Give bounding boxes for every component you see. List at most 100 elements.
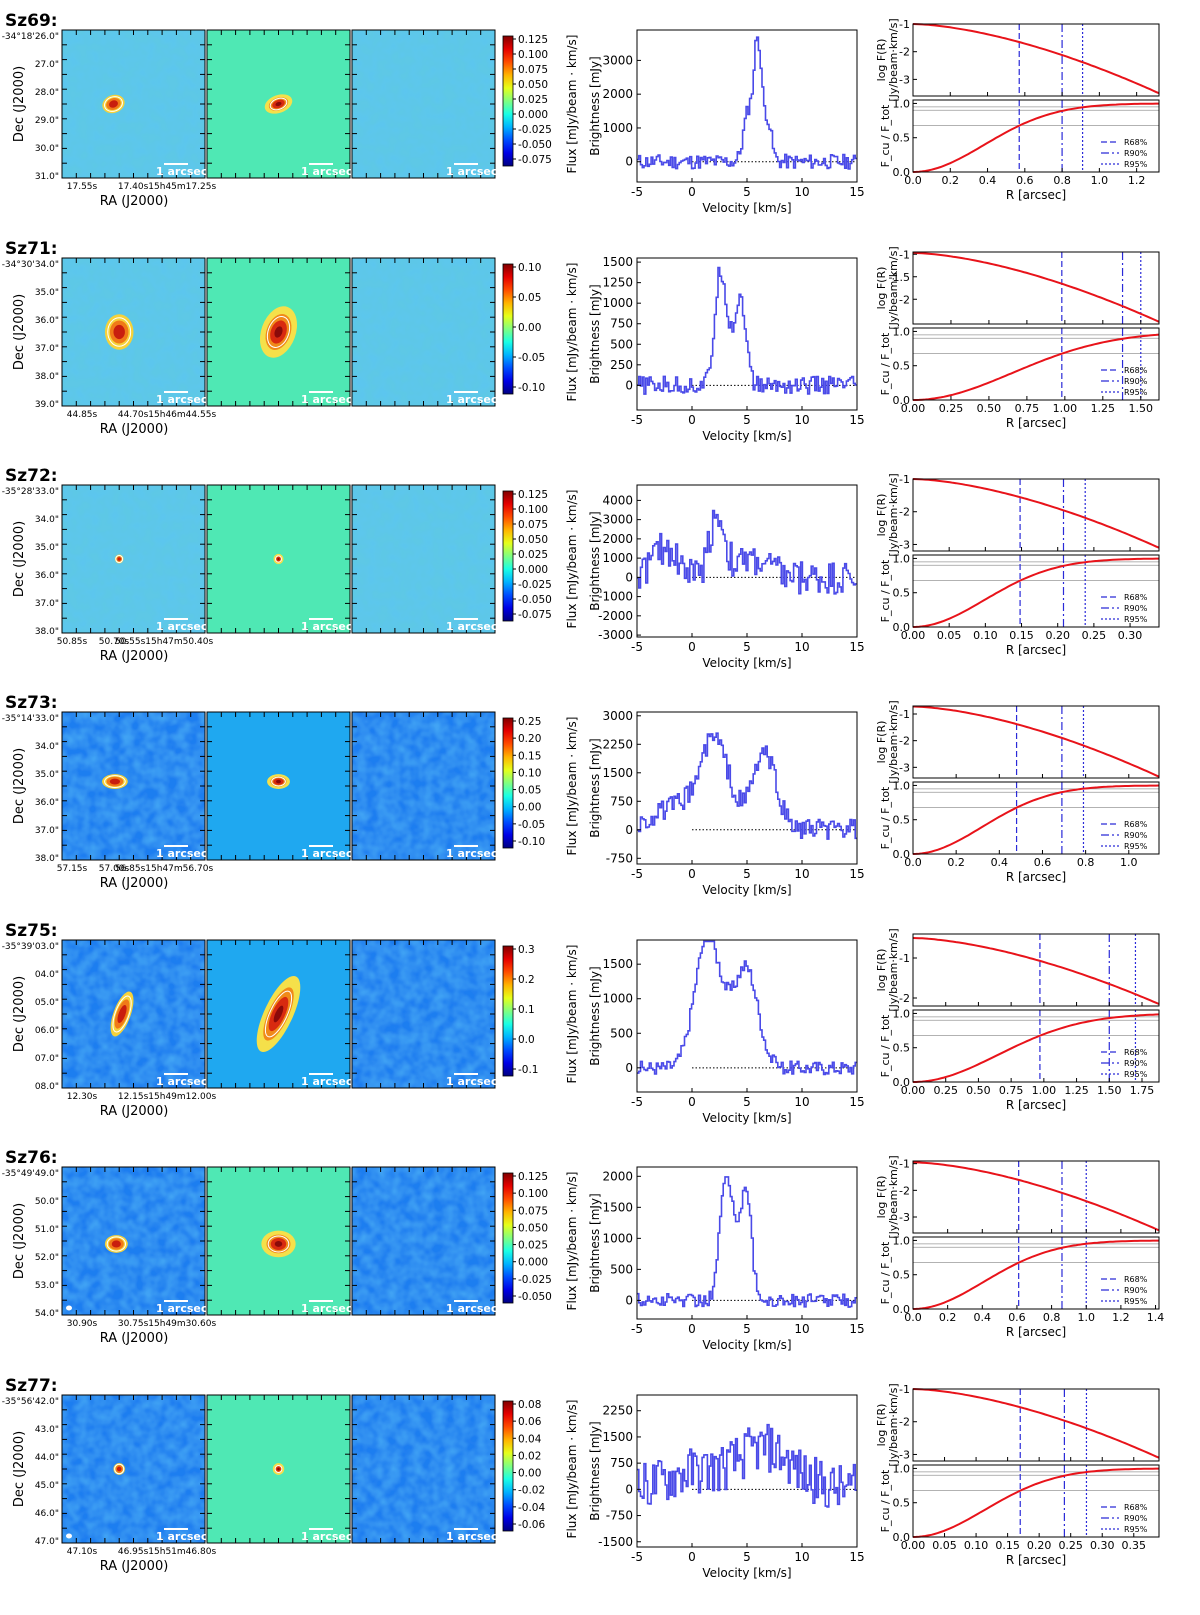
spectrum-y-tick-label: -1000 <box>598 590 633 604</box>
log-flux-unit-label: [Jy/beam·km/s] <box>887 1383 900 1466</box>
map-data: 1 arcsec <box>61 257 207 407</box>
scale-bar-label: 1 arcsec <box>446 165 497 178</box>
spectrum-y-tick-label: 1500 <box>602 766 633 780</box>
profile-x-tick-label: 1.0 <box>1077 1311 1095 1324</box>
dec-tick-label: -35°14'33.0" <box>2 714 59 724</box>
dec-axis-label: Dec (J2000) <box>12 66 27 142</box>
ra-axis-label: RA (J2000) <box>100 1559 169 1574</box>
spectrum-x-tick-label: 10 <box>794 1550 809 1564</box>
colorbar-label: Flux [mJy/beam · km/s] <box>565 35 579 174</box>
dec-tick-label: 38.0" <box>35 372 59 382</box>
profile-panel: -1 -2 -3 0.0 0.5 1.0 0.00 0.05 0.10 0.15 0.20 0.25 0… <box>875 1383 1160 1567</box>
colorbar-tick-label: 0.100 <box>518 49 548 61</box>
colorbar-tick-label: 0.050 <box>518 1222 548 1234</box>
profile-x-tick-label: 0.50 <box>966 1084 991 1097</box>
colorbar-tick-label: 0.10 <box>518 262 541 274</box>
spectrum-y-tick-label: 0 <box>625 1293 633 1307</box>
dec-tick-label: 39.0" <box>35 400 59 410</box>
dec-tick-label: -35°39'03.0" <box>2 942 59 952</box>
scale-bar-label: 1 arcsec <box>156 1075 207 1088</box>
spectrum-x-label: Velocity [km/s] <box>702 429 791 443</box>
log-flux-unit-label: [Jy/beam·km/s] <box>887 18 900 101</box>
ra-tick-label: 56.85s15h47m56.70s <box>115 864 214 874</box>
row-sz75: Sz75: 1 arcsec 1 arcsec 1 arcsec -35°39'03.0… <box>2 921 1160 1125</box>
log-y-tick-label: -1.5 <box>889 271 910 284</box>
profile-lower-frame <box>912 781 1160 855</box>
source-name: Sz72: <box>5 466 58 486</box>
legend-label: R90% <box>1124 1514 1148 1523</box>
colorbar <box>502 35 514 167</box>
spectrum-x-tick-label: 0 <box>688 185 696 199</box>
spectrum-x-tick-label: 5 <box>743 185 751 199</box>
cum-y-tick-label: 1.0 <box>893 1462 911 1475</box>
spectrum-y-tick-label: 1000 <box>602 1231 633 1245</box>
profile-x-tick-label: 0.10 <box>973 629 998 642</box>
emission-blob <box>117 1005 127 1023</box>
ra-axis-label: RA (J2000) <box>100 1104 169 1119</box>
profile-x-tick-label: 0.00 <box>901 629 926 642</box>
profile-x-tick-label: 0.2 <box>939 1311 957 1324</box>
source-name: Sz73: <box>5 693 58 713</box>
log-flux-unit-label: [Jy/beam·km/s] <box>887 473 900 556</box>
profile-lower-frame <box>912 99 1160 173</box>
dec-tick-label: -35°28'33.0" <box>2 487 59 497</box>
spectrum-x-tick-label: 5 <box>743 1095 751 1109</box>
spectrum-y-tick-label: 1000 <box>602 296 633 310</box>
cum-y-tick-label: 1.0 <box>893 1007 911 1020</box>
spectrum-panel: -5 0 5 10 15 -3000 -2000 -1000 0 1000 2000 3000 4000… <box>588 484 865 670</box>
ra-axis-label: RA (J2000) <box>100 194 169 209</box>
dec-tick-label: 31.0" <box>35 172 59 182</box>
legend-label: R68% <box>1124 820 1148 829</box>
map-noise <box>352 485 495 633</box>
spectrum-x-tick-label: 5 <box>743 1550 751 1564</box>
spectrum-x-tick-label: 10 <box>794 867 809 881</box>
spectrum-panel: -5 0 5 10 15 -750 0 750 1500 2250 3000 Velocity [km… <box>588 709 865 897</box>
profile-x-label: R [arcsec] <box>1006 1098 1066 1112</box>
spectrum-x-tick-label: 10 <box>794 413 809 427</box>
spectrum-y-tick-label: 1000 <box>602 551 633 565</box>
spectrum-line <box>637 940 857 1076</box>
colorbar-tick-label: 0.08 <box>518 1399 541 1411</box>
spectrum-x-tick-label: 15 <box>849 413 864 427</box>
spectrum-x-tick-label: 0 <box>688 1322 696 1336</box>
spectrum-x-label: Velocity [km/s] <box>702 883 791 897</box>
profile-legend: R68% R90% R95% <box>1101 820 1148 851</box>
dec-axis-label: Dec (J2000) <box>12 1203 27 1279</box>
legend-label: R90% <box>1124 149 1148 158</box>
map-noise <box>352 1395 495 1543</box>
colorbar-tick-label: 0.025 <box>518 1240 548 1252</box>
dec-tick-label: 37.0" <box>35 599 59 609</box>
map-residual: 1 arcsec <box>351 1166 497 1316</box>
ra-tick-label: 50.85s <box>57 637 88 647</box>
profile-x-tick-label: 0.30 <box>1118 629 1143 642</box>
log-y-tick-label: -3 <box>899 538 910 551</box>
emission-contour <box>104 96 123 112</box>
profile-x-tick-label: 0.2 <box>942 174 960 187</box>
ra-tick-label: 57.15s <box>57 864 88 874</box>
spectrum-y-tick-label: 750 <box>610 794 633 808</box>
profile-legend: R68% R90% R95% <box>1101 1048 1148 1079</box>
map-data: 1 arcsec <box>61 1166 207 1316</box>
log-flux-label: log F(R) <box>875 1176 888 1219</box>
colorbar-tick-label: -0.04 <box>518 1502 545 1514</box>
spectrum-y-tick-label: 500 <box>610 337 633 351</box>
cum-flux-label: F_cu / F_tot <box>879 1241 892 1304</box>
cum-flux-label: F_cu / F_tot <box>879 332 892 395</box>
colorbar-label: Flux [mJy/beam · km/s] <box>565 1400 579 1539</box>
spectrum-x-tick-label: 5 <box>743 1322 751 1336</box>
spectrum-x-tick-label: 5 <box>743 867 751 881</box>
profile-lower-frame <box>912 327 1160 401</box>
legend-label: R95% <box>1124 1070 1148 1079</box>
emission-blob <box>111 1240 121 1248</box>
colorbar-label: Flux [mJy/beam · km/s] <box>565 263 579 402</box>
colorbar-tick-label: 0.000 <box>518 564 548 576</box>
profile-x-tick-label: 0.75 <box>1015 402 1040 415</box>
dec-tick-label: 30.0" <box>35 144 59 154</box>
ra-tick-label: 17.55s <box>67 182 98 192</box>
profile-x-tick-label: 0.6 <box>1034 856 1052 869</box>
dec-tick-label: 37.0" <box>35 344 59 354</box>
ra-tick-label: 12.15s15h49m12.00s <box>118 1092 217 1102</box>
spectrum-x-tick-label: 5 <box>743 640 751 654</box>
model-contour-line <box>274 555 283 563</box>
map-residual: 1 arcsec <box>351 484 497 634</box>
